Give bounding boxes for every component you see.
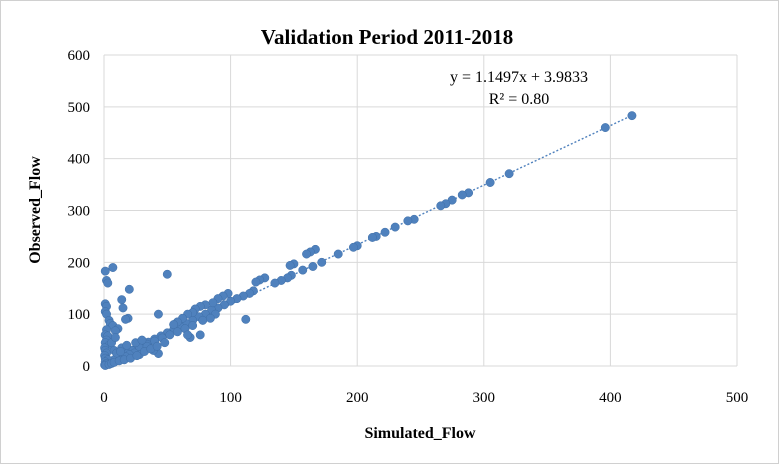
data-point [118,303,128,313]
x-tick-label: 300 [473,390,496,406]
data-point [457,190,467,200]
data-point [165,330,175,340]
data-point [627,111,637,121]
data-point [132,351,142,361]
data-point [367,233,377,242]
data-point [198,315,208,325]
data-point [504,169,514,179]
data-point [100,266,110,276]
x-tick-label: 0 [100,390,108,406]
x-tick-label: 100 [219,390,242,406]
data-point [285,260,295,270]
data-point [124,284,134,294]
data-point [380,227,390,237]
data-point [117,295,127,305]
x-tick-label: 200 [346,390,369,406]
chart-title: Validation Period 2011-2018 [261,25,513,49]
data-point [485,178,495,187]
y-tick-label: 400 [68,152,91,168]
data-point [183,330,193,340]
data-point [403,216,413,226]
data-point [160,338,170,348]
data-point [195,330,205,340]
data-point [298,265,308,275]
data-point [600,123,610,133]
y-axis-label: Observed_Flow [27,156,44,264]
y-tick-label: 500 [68,100,91,116]
data-point [121,314,130,324]
data-point [162,269,172,279]
data-point [152,341,162,351]
data-point [169,320,179,329]
data-point [270,278,280,288]
y-tick-label: 100 [68,307,91,323]
data-point [103,278,113,288]
y-tick-label: 300 [68,204,91,220]
x-tick-label: 400 [599,390,622,406]
r-squared-label: R² = 0.80 [489,91,550,108]
data-point [348,242,358,252]
data-point [108,263,118,272]
data-point [251,277,261,287]
y-tick-label: 600 [68,48,91,64]
data-point [208,298,218,308]
data-point [205,313,215,323]
data-point [188,321,198,331]
data-point [317,257,327,267]
data-point [172,327,182,337]
ticks-layer: 0 100 200 300 400 500 600 0 100 200 300 400 500 [68,48,749,406]
data-point [308,262,318,271]
data-point [241,314,251,324]
data-point [333,249,343,259]
data-point [116,347,125,356]
data-point [302,249,312,259]
data-point [436,201,446,211]
points-layer [100,111,637,370]
x-axis-label: Simulated_Flow [364,425,476,442]
x-tick-label: 500 [726,390,749,406]
y-tick-label: 0 [83,359,91,375]
data-point [153,309,163,319]
trendline-equation: y = 1.1497x + 3.9833 [450,69,588,86]
data-point [110,333,120,342]
data-point [122,340,132,350]
data-point [137,335,147,345]
y-tick-label: 200 [68,255,91,271]
data-point [390,222,400,232]
